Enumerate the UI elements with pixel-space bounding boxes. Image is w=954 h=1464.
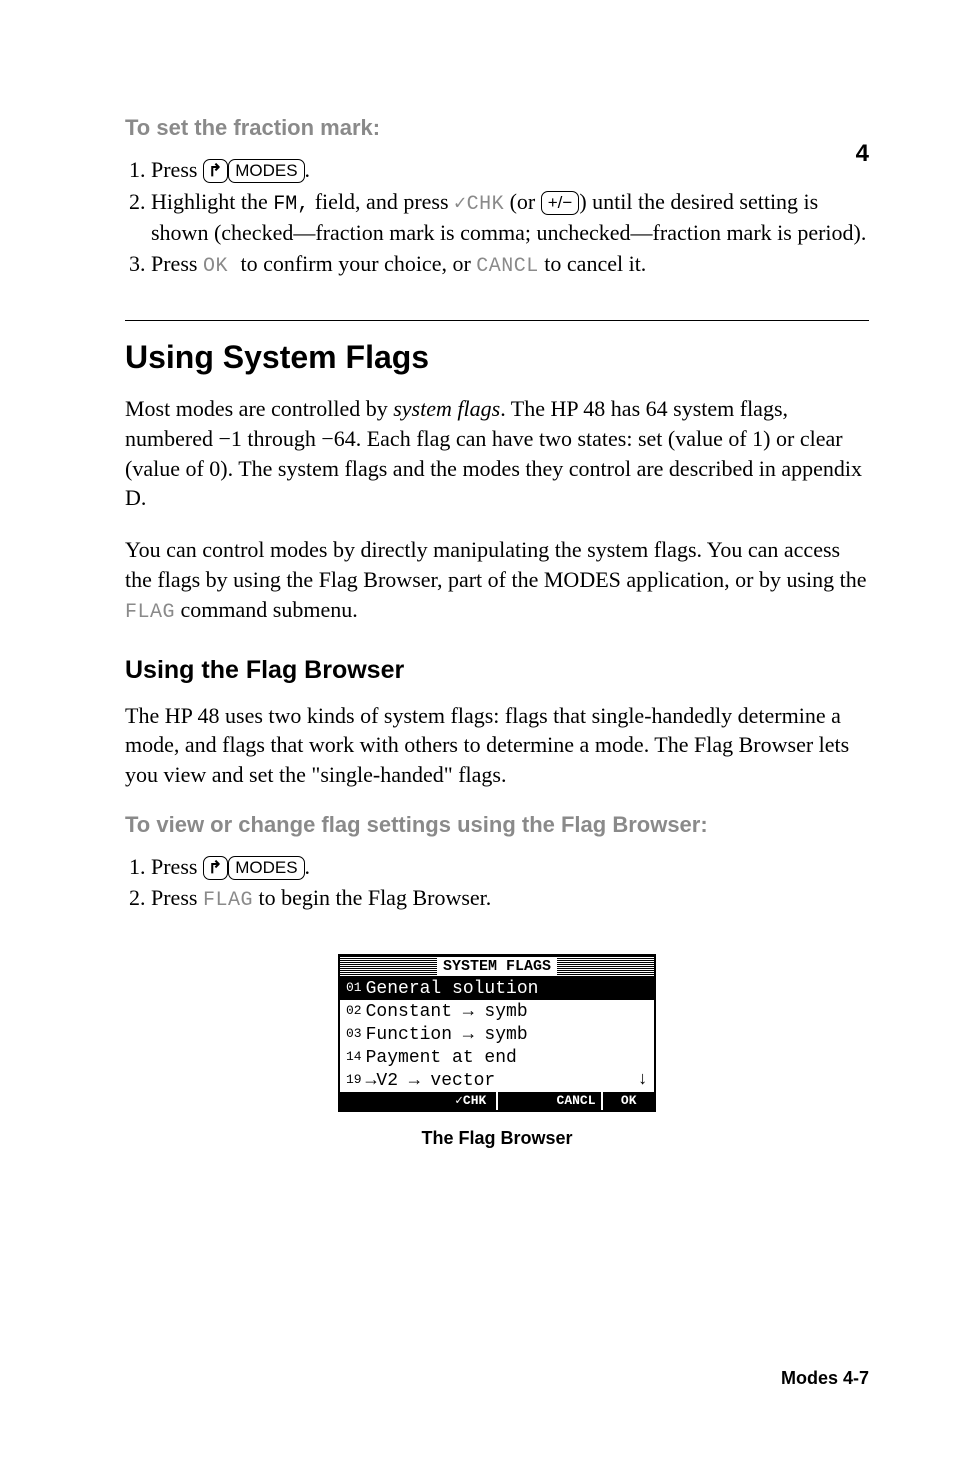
step: Press FLAG to begin the Flag Browser. bbox=[151, 883, 869, 914]
text: command submenu. bbox=[175, 597, 358, 622]
screen-title: SYSTEM FLAGS bbox=[437, 958, 557, 975]
flag-num: 02 bbox=[346, 1003, 362, 1018]
page: 4 To set the fraction mark: Press ↱MODES… bbox=[0, 0, 954, 1464]
body-paragraph: Most modes are controlled by system flag… bbox=[125, 394, 869, 513]
flag-text: Function → symb bbox=[366, 1025, 528, 1045]
flag-num: 01 bbox=[346, 980, 362, 995]
step-text: to begin the Flag Browser. bbox=[253, 885, 491, 910]
flag-browser-figure: SYSTEM FLAGS 01 General solution 02 Consta… bbox=[338, 954, 656, 1149]
flag-row-selected: 01 General solution bbox=[340, 977, 654, 1000]
step-text: Highlight the bbox=[151, 189, 273, 214]
softkey-chk: ✓CHK bbox=[445, 1092, 498, 1110]
step: Highlight the FM, field, and press ✓CHK … bbox=[151, 187, 869, 248]
field-name: FM, bbox=[273, 193, 309, 216]
flag-num: 03 bbox=[346, 1026, 362, 1041]
key-sequence: ↱MODES bbox=[203, 854, 305, 879]
step-text: to confirm your choice, or bbox=[240, 251, 476, 276]
step: Press ↱MODES. bbox=[151, 155, 869, 185]
softkey-cancl: CANCL bbox=[476, 255, 539, 278]
text: Most modes are controlled by bbox=[125, 396, 393, 421]
flag-row: 03 Function → symb bbox=[340, 1023, 654, 1046]
scroll-down-icon: ↓ bbox=[637, 1069, 648, 1092]
step-text: . bbox=[305, 854, 311, 879]
step: Press ↱MODES. bbox=[151, 852, 869, 882]
text: You can control modes by directly manipu… bbox=[125, 537, 867, 592]
softkey-ok: OK bbox=[603, 1092, 654, 1110]
procedure-heading-1: To set the fraction mark: bbox=[125, 115, 869, 141]
flag-row: 14 Payment at end bbox=[340, 1046, 654, 1069]
procedure-2-steps: Press ↱MODES. Press FLAG to begin the Fl… bbox=[125, 852, 869, 915]
step-text: Press bbox=[151, 251, 203, 276]
softkey-menu: ✓CHK CANCL OK bbox=[340, 1092, 654, 1110]
step: Press OK to confirm your choice, or CANC… bbox=[151, 249, 869, 280]
key-sequence: +/− bbox=[541, 189, 580, 214]
softkey-ok: OK bbox=[203, 255, 241, 278]
flag-text: →V2 → vector bbox=[366, 1071, 496, 1091]
em-text: system flags bbox=[393, 396, 500, 421]
procedure-1-steps: Press ↱MODES. Highlight the FM, field, a… bbox=[125, 155, 869, 280]
step-text: field, and press bbox=[309, 189, 454, 214]
divider bbox=[125, 320, 869, 321]
flag-num: 19 bbox=[346, 1072, 362, 1087]
softkey-chk: ✓CHK bbox=[454, 193, 504, 216]
step-text: Press bbox=[151, 854, 203, 879]
step-text: Press bbox=[151, 885, 203, 910]
key-sequence: ↱MODES bbox=[203, 157, 305, 182]
figure-caption: The Flag Browser bbox=[338, 1128, 656, 1149]
step-text: to cancel it. bbox=[539, 251, 647, 276]
page-footer: Modes 4-7 bbox=[781, 1368, 869, 1389]
section-title: Using System Flags bbox=[125, 339, 869, 376]
page-number: 4 bbox=[856, 140, 869, 168]
subsection-title: Using the Flag Browser bbox=[125, 656, 869, 685]
softkey-flag: FLAG bbox=[125, 601, 175, 624]
flag-row: 19 →V2 → vector ↓ bbox=[340, 1069, 654, 1092]
body-paragraph: The HP 48 uses two kinds of system flags… bbox=[125, 701, 869, 790]
flag-num: 14 bbox=[346, 1049, 362, 1064]
step-text: Press bbox=[151, 157, 203, 182]
softkey-flag: FLAG bbox=[203, 889, 253, 912]
softkey-cancl: CANCL bbox=[551, 1092, 604, 1110]
flag-text: Payment at end bbox=[366, 1048, 517, 1068]
body-paragraph: You can control modes by directly manipu… bbox=[125, 535, 869, 625]
flag-row: 02 Constant → symb bbox=[340, 1000, 654, 1023]
flag-text: Constant → symb bbox=[366, 1002, 528, 1022]
step-text: . bbox=[305, 157, 311, 182]
procedure-heading-2: To view or change flag settings using th… bbox=[125, 812, 869, 838]
step-text: (or bbox=[504, 189, 541, 214]
calculator-screen: SYSTEM FLAGS 01 General solution 02 Consta… bbox=[338, 954, 656, 1112]
screen-title-bar: SYSTEM FLAGS bbox=[340, 956, 654, 977]
flag-text: General solution bbox=[366, 979, 539, 999]
